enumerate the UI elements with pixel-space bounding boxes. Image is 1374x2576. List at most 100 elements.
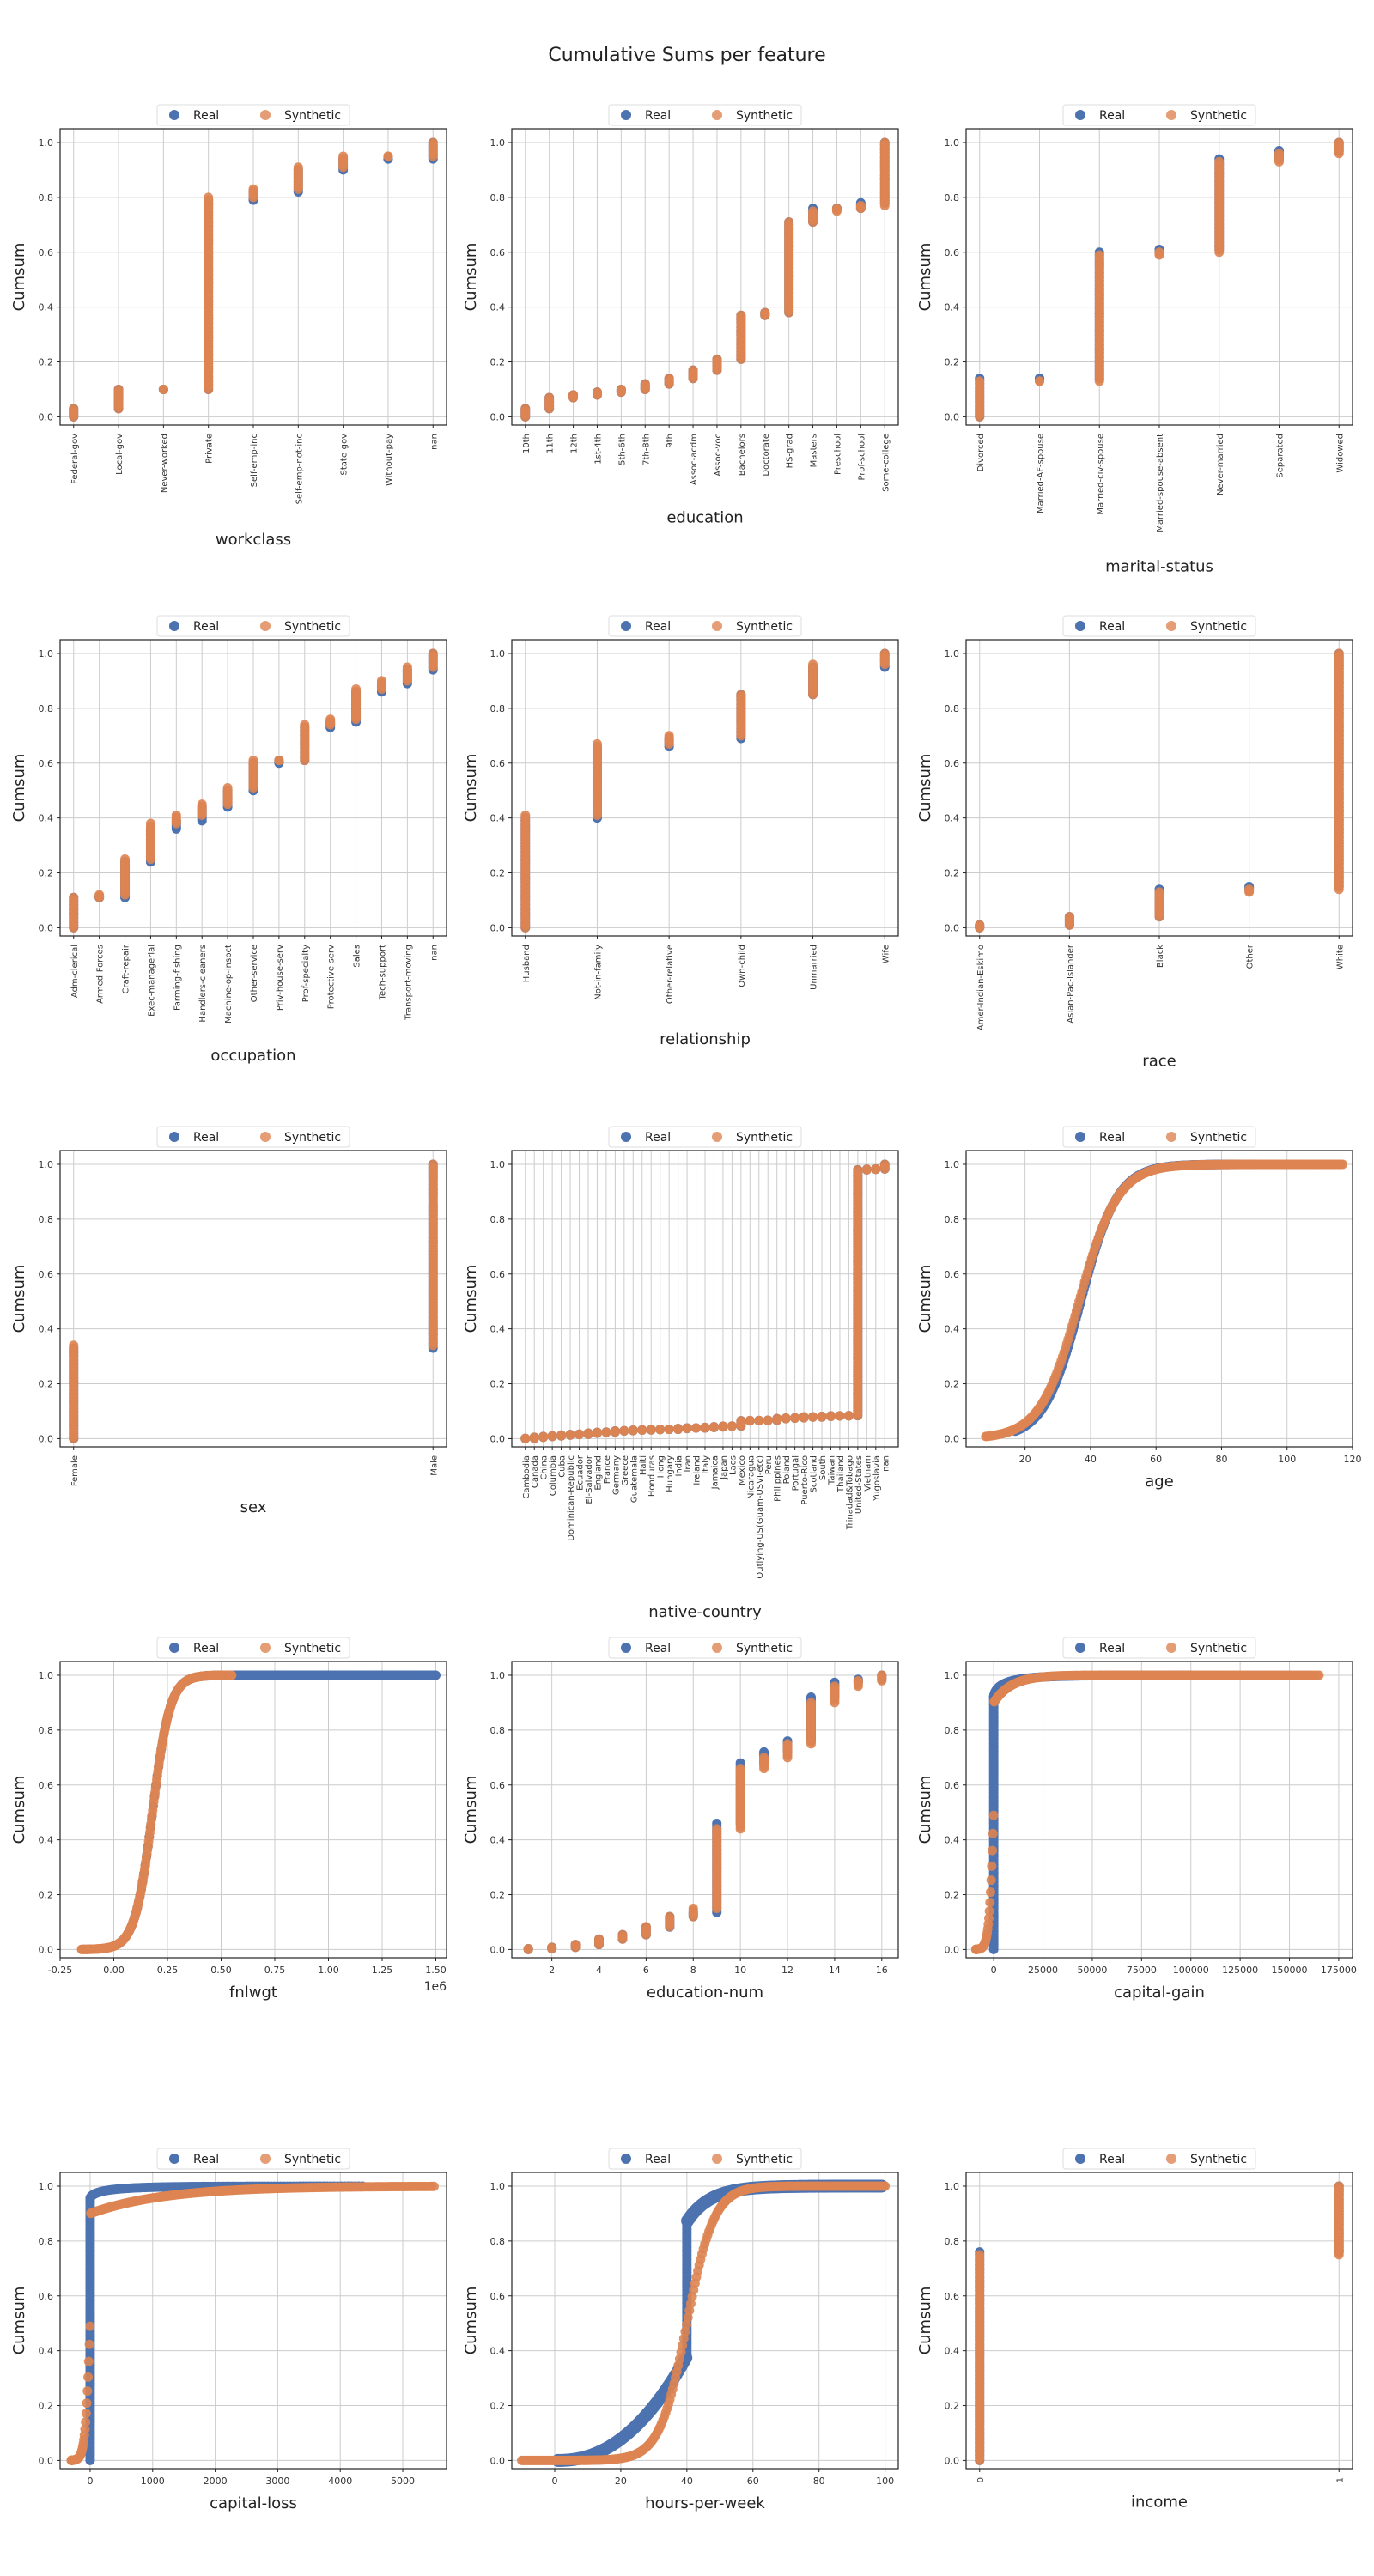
x-tick-label: 10 [734, 1965, 746, 1976]
y-tick-label: 0.6 [945, 758, 960, 769]
x-tick-label: Greece [621, 1455, 630, 1486]
x-tick-label: Assoc-acdm [690, 434, 699, 485]
y-tick-label: 0.2 [490, 868, 506, 879]
synthetic-point [861, 1164, 872, 1175]
synthetic-point [1338, 1159, 1348, 1170]
legend-marker-real [1075, 110, 1085, 120]
real-point [431, 1670, 441, 1680]
x-tick-label: Haiti [639, 1455, 648, 1475]
x-tick-label: Protective-serv [327, 945, 337, 1009]
y-tick-label: 0.4 [39, 1324, 54, 1335]
synthetic-point [879, 648, 890, 659]
synthetic-point [592, 1427, 602, 1437]
x-tick-label: Japan [720, 1455, 729, 1480]
y-tick-label: 1.0 [945, 1670, 960, 1681]
synthetic-point [688, 1904, 698, 1913]
synthetic-point [664, 374, 674, 384]
synthetic-point [1334, 648, 1344, 659]
y-tick-label: 0.4 [945, 813, 960, 824]
synthetic-point [583, 1428, 593, 1438]
legend-marker-synthetic [260, 1132, 271, 1142]
x-tick-label: Husband [522, 945, 532, 982]
x-tick-label: Amer-Indian-Eskimo [976, 945, 986, 1030]
y-tick-label: 0.6 [945, 1269, 960, 1280]
x-tick-label: 11th [546, 434, 556, 453]
x-axis-label: fnlwgt [229, 1984, 277, 2002]
y-axis-label: Cumsum [10, 1265, 28, 1334]
synthetic-point [402, 662, 412, 672]
synthetic-point [222, 783, 233, 793]
x-tick-label: 1.50 [425, 1965, 447, 1976]
x-tick-label: Laos [728, 1455, 738, 1475]
y-tick-label: 0.8 [39, 703, 54, 714]
synthetic-point [808, 206, 818, 216]
x-tick-label: Other-relative [666, 945, 675, 1004]
y-tick-label: 0.6 [945, 1780, 960, 1791]
subplot-education-num: 0.00.20.40.60.81.02 4 6 8 10 12 14 16education-… [462, 1637, 899, 2002]
y-tick-label: 1.0 [490, 648, 506, 659]
x-axis-label: education-num [647, 1984, 763, 2002]
synthetic-point [601, 1427, 611, 1437]
x-tick-label: Outlying-US(Guam-USVI-etc) [756, 1455, 765, 1579]
synthetic-point [736, 1416, 746, 1426]
x-axis-label: race [1142, 1052, 1176, 1070]
x-tick-label: Preschool [833, 434, 842, 475]
x-tick-label: Thailand [836, 1455, 846, 1493]
legend-label-real: Real [1099, 1131, 1125, 1145]
legend: Real Synthetic [1062, 1637, 1256, 1659]
legend-marker-synthetic [260, 110, 271, 120]
synthetic-point [664, 1425, 674, 1435]
x-tick-label: 50000 [1077, 1965, 1107, 1976]
synthetic-point [712, 1824, 722, 1834]
synthetic-point [523, 1943, 533, 1953]
legend-label-real: Real [1099, 1642, 1125, 1656]
synthetic-point [69, 892, 79, 902]
legend-marker-synthetic [1166, 621, 1176, 631]
x-tick-label: Tech-support [378, 945, 387, 1000]
x-tick-label: Handlers-cleaners [198, 945, 208, 1023]
plot-frame [511, 1661, 899, 1959]
x-tick-label: Married-spouse-absent [1156, 434, 1165, 532]
x-axis-label: education [666, 509, 743, 527]
figure-title: Cumulative Sums per feature [548, 45, 826, 66]
synthetic-point [759, 1753, 769, 1763]
x-axis-label: relationship [660, 1030, 751, 1048]
y-tick-label: 0.0 [39, 922, 54, 933]
x-tick-label: 10th [522, 434, 532, 453]
subplot-capital-loss: 0.00.20.40.60.81.00 1000 2000 3000 4000 5000c… [10, 2148, 447, 2512]
legend-marker-synthetic [712, 1643, 722, 1653]
legend-label-real: Real [193, 109, 219, 123]
x-tick-label: Bachelors [738, 434, 747, 476]
legend: Real Synthetic [156, 1126, 350, 1148]
y-axis-label: Cumsum [916, 1776, 934, 1844]
legend: Real Synthetic [608, 1126, 802, 1148]
y-tick-label: 0.0 [39, 1433, 54, 1444]
x-tick-label: Prof-school [857, 434, 866, 481]
synthetic-point [520, 810, 531, 820]
x-tick-label: Hungary [666, 1455, 675, 1492]
y-axis-label: Cumsum [916, 243, 934, 312]
synthetic-point [1334, 137, 1344, 148]
y-tick-label: 1.0 [490, 1670, 506, 1681]
y-tick-label: 0.4 [945, 1835, 960, 1846]
synthetic-point [520, 404, 531, 414]
y-tick-label: 0.8 [945, 192, 960, 204]
synthetic-point [806, 1698, 816, 1708]
legend-label-synthetic: Synthetic [1190, 109, 1247, 123]
x-tick-label: State-gov [340, 434, 350, 476]
y-tick-label: 0.0 [490, 411, 506, 422]
synthetic-point [736, 690, 746, 700]
x-tick-label: Trinadad&Tobago [845, 1455, 854, 1530]
synthetic-point [616, 384, 626, 394]
x-tick-label: 14 [829, 1965, 841, 1976]
y-tick-label: 0.8 [39, 1725, 54, 1736]
x-tick-label: Male [429, 1455, 439, 1476]
y-axis-label: Cumsum [462, 1265, 480, 1334]
y-tick-label: 0.8 [945, 1214, 960, 1225]
legend: Real Synthetic [1062, 1126, 1256, 1148]
legend-box [156, 615, 350, 637]
y-axis-label: Cumsum [462, 243, 480, 312]
synthetic-point [204, 192, 214, 203]
synthetic-point [871, 1163, 881, 1174]
